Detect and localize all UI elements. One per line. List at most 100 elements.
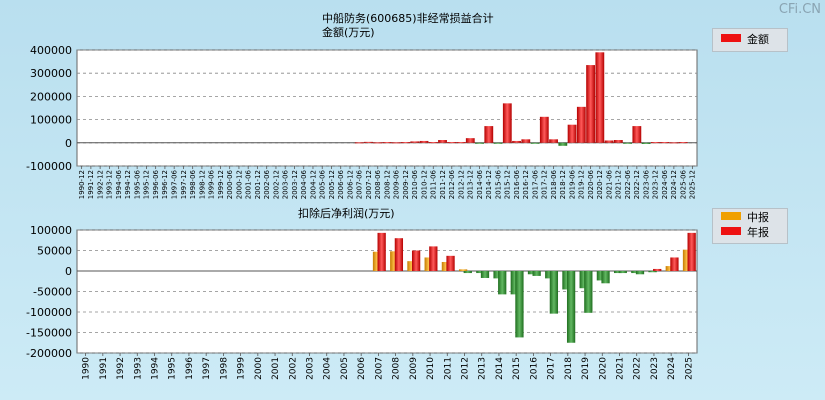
chart1-bar	[354, 142, 364, 144]
chart1-ytick-label: 400000	[30, 44, 72, 57]
chart1-bar	[373, 142, 383, 144]
chart2-xtick-label: 1997	[202, 357, 212, 380]
chart1-xtick-label: 2005-12	[328, 170, 336, 199]
chart2-bar-annual	[394, 238, 404, 271]
chart2-title: 扣除后净利润(万元)	[298, 207, 395, 220]
chart1-legend-swatch	[721, 34, 741, 42]
chart2-bar-mid	[562, 271, 571, 290]
chart2-bar-annual	[687, 232, 696, 271]
chart1-bar	[669, 142, 679, 144]
chart1-xtick-label: 2003-06	[282, 169, 290, 199]
chart2-xtick-label: 1994	[151, 357, 161, 380]
chart2-bar-annual	[635, 271, 645, 275]
chart2-bar-mid	[545, 271, 554, 279]
chart1-xtick-label: 2017-12	[541, 170, 549, 199]
chart2-xtick-label: 2011	[443, 357, 453, 380]
chart2-bar-mid	[579, 271, 588, 289]
chart1-xtick-label: 1998-12	[198, 170, 206, 199]
chart1-ytick-label: 200000	[30, 90, 72, 103]
chart2-xtick-label: 2015	[512, 357, 522, 380]
chart1-xtick-label: 1996-12	[161, 170, 169, 199]
chart1-bar	[632, 126, 642, 143]
chart2-xtick-label: 2005	[340, 357, 350, 380]
chart2-legend-label-mid: 中报	[747, 211, 769, 224]
chart2-xtick-label: 2014	[495, 357, 505, 380]
chart2-xtick-label: 2018	[564, 357, 574, 380]
chart2-xtick-label: 1996	[185, 357, 195, 380]
chart2-xtick-label: 2021	[616, 357, 626, 380]
chart2-xtick-label: 2016	[529, 357, 539, 380]
chart2-bar-annual	[377, 232, 386, 271]
chart2-xtick-label: 1993	[133, 357, 143, 380]
chart1-bar	[475, 142, 484, 144]
chart2-ytick-label: -150000	[26, 327, 72, 340]
chart2-xtick-label: 2010	[426, 357, 436, 380]
chart2-xtick-label: 2003	[306, 357, 316, 380]
chart1-xtick-label: 2014-06	[476, 169, 484, 199]
chart1-bar	[567, 124, 577, 143]
chart2-ytick-label: 100000	[30, 224, 72, 237]
chart1-xtick-label: 1996-06	[152, 169, 160, 199]
chart2-bar-mid	[476, 271, 485, 274]
watermark: CFi.CN	[778, 2, 821, 17]
chart2-xtick-label: 2002	[288, 357, 298, 380]
chart1-bar	[447, 142, 457, 144]
chart2-bar-annual	[549, 271, 559, 314]
chart1-xtick-label: 2007-12	[365, 170, 373, 199]
chart2-xtick-label: 2019	[581, 357, 591, 380]
chart1-xtick-label: 1991-12	[87, 170, 95, 199]
chart1-xtick-label: 1999-12	[217, 170, 225, 199]
chart2-bar-annual	[566, 271, 576, 343]
chart1-xtick-label: 2018-06	[550, 169, 558, 199]
chart1-xtick-label: 2015-06	[494, 169, 502, 199]
chart1-bar	[558, 142, 568, 146]
chart1-xtick-label: 2006-06	[337, 169, 345, 199]
chart1-bar	[512, 140, 521, 143]
chart2-xtick-label: 2023	[650, 357, 660, 380]
chart1-xtick-label: 2021-12	[615, 170, 623, 199]
chart2-bar-mid	[682, 249, 692, 271]
chart2-xtick-label: 1992	[116, 357, 126, 380]
chart1-xtick-label: 2011-06	[430, 169, 438, 199]
chart2-xtick-label: 2006	[357, 357, 367, 380]
chart2-xtick-label: 1995	[168, 357, 178, 380]
chart1-xtick-label: 2012-12	[457, 170, 465, 199]
chart1-xtick-label: 2021-06	[605, 169, 613, 199]
chart1-ytick-label: -100000	[26, 160, 72, 173]
chart2-bar-mid	[458, 269, 468, 271]
chart2-xtick-label: 1998	[219, 357, 229, 380]
chart2-xtick-label: 2008	[392, 357, 402, 380]
chart2-xtick-label: 2020	[598, 357, 608, 380]
chart1-bar	[456, 142, 466, 144]
chart2-bar-annual	[480, 271, 490, 278]
chart2-legend-label-annual: 年报	[747, 226, 769, 239]
chart1-bar	[623, 142, 632, 144]
chart2-bar-annual	[446, 255, 455, 271]
chart1-xtick-label: 1992-12	[96, 170, 104, 199]
chart1-xtick-label: 2009-06	[393, 169, 401, 199]
chart1-xtick-label: 1993-12	[106, 170, 114, 199]
chart1-bar	[530, 142, 540, 144]
chart1-xtick-label: 2025-06	[679, 169, 687, 199]
chart1-xtick-label: 2013-12	[467, 170, 475, 199]
chart2-xtick-label: 1990	[82, 357, 92, 380]
chart1-bar	[595, 52, 605, 143]
chart2-bar-mid	[613, 271, 623, 274]
chart2-bar-mid	[424, 257, 433, 271]
chart2-xtick-label: 2017	[547, 357, 557, 380]
chart1-bar	[539, 116, 549, 143]
chart1-bar	[521, 139, 531, 143]
chart1-xtick-label: 1997-06	[170, 169, 178, 199]
chart2-bar-annual	[584, 271, 593, 313]
chart1-xtick-label: 2016-06	[513, 169, 521, 199]
chart1-xtick-label: 2025-12	[689, 170, 697, 199]
chart1-xtick-label: 1997-12	[180, 170, 188, 199]
chart2-ytick-label: -50000	[33, 286, 72, 299]
chart1-xtick-label: 2017-06	[531, 169, 539, 199]
chart2-xtick-label: 2025	[684, 357, 694, 380]
chart2-xtick-label: 2024	[667, 357, 677, 380]
chart2-bar-annual	[532, 271, 541, 276]
chart1-xtick-label: 1995-06	[133, 169, 141, 199]
chart2-ytick-label: 0	[65, 265, 72, 278]
chart1-xtick-label: 2010-12	[420, 170, 428, 199]
